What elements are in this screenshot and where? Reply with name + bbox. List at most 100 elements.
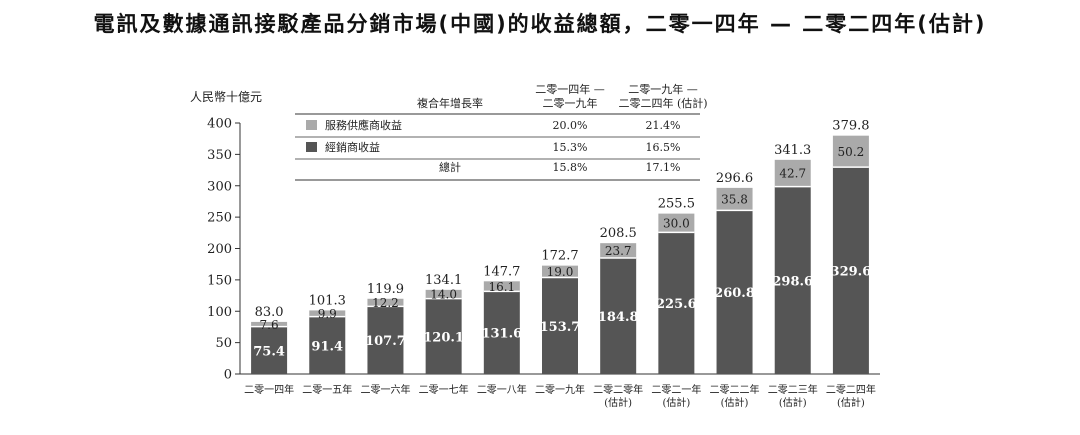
service-provider-value-label: 30.0 [663,217,690,231]
legend-label: 經銷商收益 [325,140,380,154]
cagr-value: 17.1% [646,161,681,174]
dealer-value-label: 91.4 [311,339,343,354]
cagr-column-header: 二零一九年 [543,96,598,110]
x-axis-category-label: (估計) [662,396,690,409]
bar-segment-service-provider [774,159,811,187]
cagr-total-label: 總計 [439,160,461,174]
cagr-column-header: 二零一四年 — [535,82,605,96]
y-tick-label: 250 [207,211,232,226]
cagr-value: 16.5% [646,141,681,154]
bar-segment-dealer [716,210,753,374]
total-value-label: 255.5 [658,197,695,212]
bar-segment-service-provider [658,213,695,233]
bar-segment-service-provider [367,298,404,307]
x-axis-category-label: 二零一七年 [419,383,469,396]
x-axis-category-label: 二零一六年 [360,383,410,396]
x-axis-labels: 二零一四年 二零一五年 二零一六年 二零一七年 二零一八年 二零一九年 二零二零年(估計)二… [244,383,876,409]
bar-segment-service-provider [483,281,520,292]
bar-segment-service-provider [832,135,869,168]
bar-segment-service-provider [309,310,346,317]
bar-segment-service-provider [716,187,753,211]
service-provider-value-label: 12.2 [372,296,399,310]
x-axis-category-label: 二零二一年 [651,383,701,396]
cagr-column-header: 二零一九年 — [628,82,698,96]
dealer-value-label: 131.6 [481,327,522,342]
x-axis-category-label: 二零二二年 [710,383,760,396]
total-value-label: 208.5 [600,226,637,241]
total-value-label: 134.1 [425,273,462,288]
bar-segment-dealer [774,186,811,374]
x-axis-category-label: 二零二四年 [826,383,876,396]
legend-label: 服務供應商收益 [325,118,402,132]
y-tick-label: 300 [207,179,232,194]
total-value-label: 379.8 [832,119,869,134]
dealer-value-label: 107.7 [365,334,406,349]
total-value-label: 83.0 [255,305,284,320]
bar-segment-dealer [425,298,462,374]
service-provider-value-label: 14.0 [430,288,457,302]
bar-segment-dealer [542,277,578,374]
y-axis-ticks: 0 50 100 150 200 250 300 350 400 [207,117,240,383]
x-axis-category-label: 二零二三年 [768,383,818,396]
bar-segment-service-provider [251,321,288,327]
x-axis-category-label: 二零二零年 [593,383,643,396]
bar-segment-dealer [367,306,404,374]
service-provider-value-label: 23.7 [605,244,632,258]
service-provider-value-label: 35.8 [721,193,748,207]
bar-segment-dealer [309,316,346,374]
cagr-value: 15.8% [553,161,588,174]
bar-segment-dealer [832,167,869,374]
cagr-value: 20.0% [553,119,588,132]
page-title: 電訊及數據通訊接駁產品分銷市場(中國)的收益總額，二零一四年 — 二零二四年(估… [93,12,987,36]
y-tick-label: 50 [215,336,232,351]
service-provider-value-label: 50.2 [838,145,865,159]
legend-swatch [306,120,317,130]
x-axis-category-label: 二零一五年 [302,383,352,396]
x-axis-category-label: 二零一八年 [477,383,527,396]
x-axis-category-label: (估計) [721,396,749,409]
x-axis-category-label: 二零一四年 [244,383,294,396]
x-axis-category-label: (估計) [779,396,807,409]
total-value-label: 341.3 [774,143,811,158]
cagr-table: 複合年增長率 二零一四年 —二零一九年 二零一九年 —二零二四年 (估計) 服務供應商… [295,82,708,181]
y-axis-title: 人民幣十億元 [190,90,262,104]
dealer-value-label: 120.1 [423,330,464,345]
dealer-value-label: 329.6 [831,265,872,280]
dealer-value-label: 184.8 [598,310,639,325]
service-provider-value-label: 19.0 [547,265,574,279]
bar-segment-dealer [251,326,288,374]
total-value-label: 101.3 [309,293,346,308]
cagr-value: 15.3% [553,141,588,154]
dealer-value-label: 153.7 [540,320,581,335]
service-provider-value-label: 16.1 [488,280,515,294]
cagr-header-label: 複合年增長率 [417,96,483,110]
bar-segment-dealer [600,258,637,374]
bar-segment-dealer [483,291,520,374]
y-tick-label: 200 [207,242,232,257]
service-provider-value-label: 7.6 [260,318,279,332]
bar-segment-service-provider [542,265,578,278]
y-tick-label: 150 [207,273,232,288]
x-axis-category-label: (估計) [604,396,632,409]
total-value-label: 119.9 [367,282,404,297]
y-tick-label: 100 [207,305,232,320]
y-tick-label: 400 [207,117,232,132]
dealer-value-label: 225.6 [656,297,697,312]
service-provider-value-label: 42.7 [779,167,806,181]
total-value-label: 147.7 [483,264,520,279]
bar-segment-service-provider [600,243,637,259]
total-value-label: 296.6 [716,171,753,186]
total-value-label: 172.7 [541,249,578,264]
dealer-value-label: 298.6 [772,274,813,289]
bar-segment-service-provider [425,289,462,299]
y-tick-label: 0 [224,368,232,383]
bar-segment-dealer [658,232,695,374]
service-provider-value-label: 9.9 [318,307,337,321]
x-axis-category-label: 二零一九年 [535,383,585,396]
y-tick-label: 350 [207,148,232,163]
dealer-value-label: 75.4 [253,344,285,359]
legend-swatch [306,142,317,152]
cagr-column-header: 二零二四年 (估計) [618,96,707,110]
